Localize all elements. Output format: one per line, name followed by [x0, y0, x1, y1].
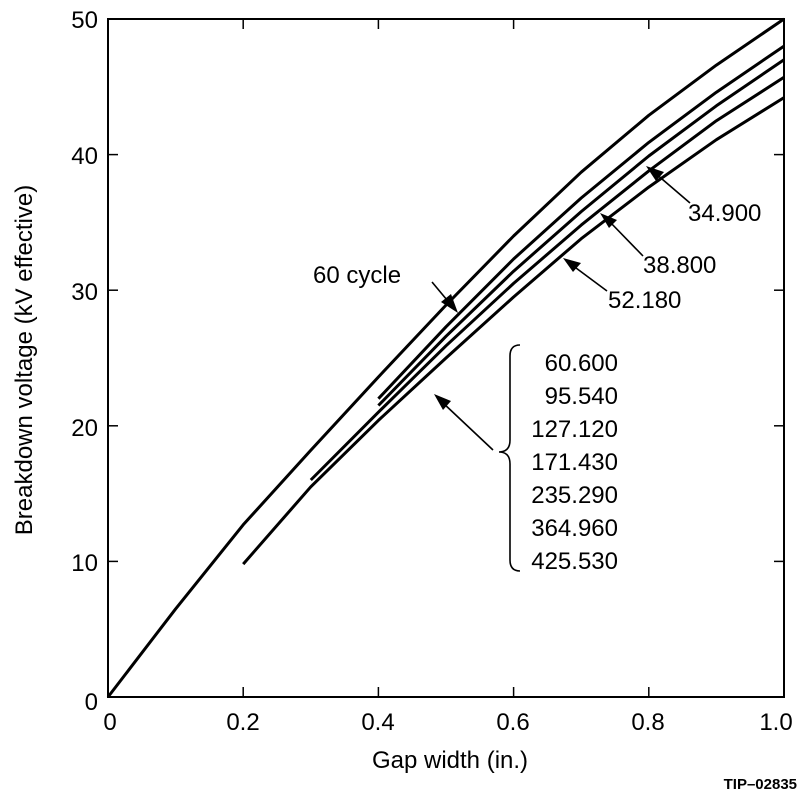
- arrow-38-800-shaft: [607, 219, 644, 257]
- arrow-bracket-head: [434, 394, 451, 410]
- arrow-34-900-shaft: [654, 172, 691, 204]
- figure-id: TIP–02835: [724, 776, 797, 793]
- arrow-34-900-head: [646, 166, 664, 181]
- annotation-52-180: 52.180: [608, 287, 681, 314]
- bracket-value: 364.960: [531, 515, 618, 542]
- x-tick-label: 0.2: [226, 709, 259, 736]
- plot-frame: [107, 18, 785, 698]
- series-lines: [106, 17, 785, 698]
- x-tick-label: 1.0: [759, 709, 792, 736]
- arrow-38-800-head: [600, 213, 617, 228]
- bracket-value: 95.540: [545, 383, 618, 410]
- y-axis-title: Breakdown voltage (kV effective): [11, 185, 38, 535]
- bracket: [498, 344, 521, 572]
- annotation-34-900: 34.900: [688, 200, 761, 227]
- x-tick-label: 0.4: [361, 709, 394, 736]
- arrow-60-cycle-head: [441, 294, 458, 313]
- series-line-5: [242, 96, 785, 566]
- bracket-value: 127.120: [531, 416, 618, 443]
- x-tick-label: 0.6: [496, 709, 529, 736]
- annotation-38-800: 38.800: [643, 252, 716, 279]
- y-tick-labels: 0 10 20 30 40 50: [71, 7, 98, 716]
- annotation-60-cycle: 60 cycle: [313, 262, 401, 289]
- y-tick-label: 30: [71, 279, 98, 306]
- bracket-value: 171.430: [531, 449, 618, 476]
- x-tick-label: 0: [103, 709, 116, 736]
- arrow-52-180-head: [563, 258, 581, 272]
- bracket-value: 60.600: [545, 350, 618, 377]
- bracket-value: 425.530: [531, 548, 618, 575]
- y-tick-label: 0: [85, 689, 98, 716]
- bracket-value: 235.290: [531, 482, 618, 509]
- y-tick-label: 50: [71, 7, 98, 34]
- series-line-4: [309, 76, 785, 482]
- y-tick-label: 10: [71, 550, 98, 577]
- arrow-52-180-shaft: [571, 264, 608, 292]
- bracket-value-list: 60.600 95.540 127.120 171.430 235.290 36…: [531, 350, 618, 575]
- series-line-2: [377, 44, 785, 400]
- annotations: 60 cycle 34.900 38.800 52.180 60.600 95.…: [313, 166, 761, 575]
- x-tick-label: 0.8: [631, 709, 664, 736]
- y-tick-label: 20: [71, 415, 98, 442]
- x-tick-labels: 0 0.2 0.4 0.6 0.8 1.0: [103, 709, 792, 736]
- series-line-3: [377, 58, 785, 407]
- x-axis-title: Gap width (in.): [372, 747, 528, 774]
- y-tick-label: 40: [71, 143, 98, 170]
- arrow-bracket-shaft: [441, 401, 494, 451]
